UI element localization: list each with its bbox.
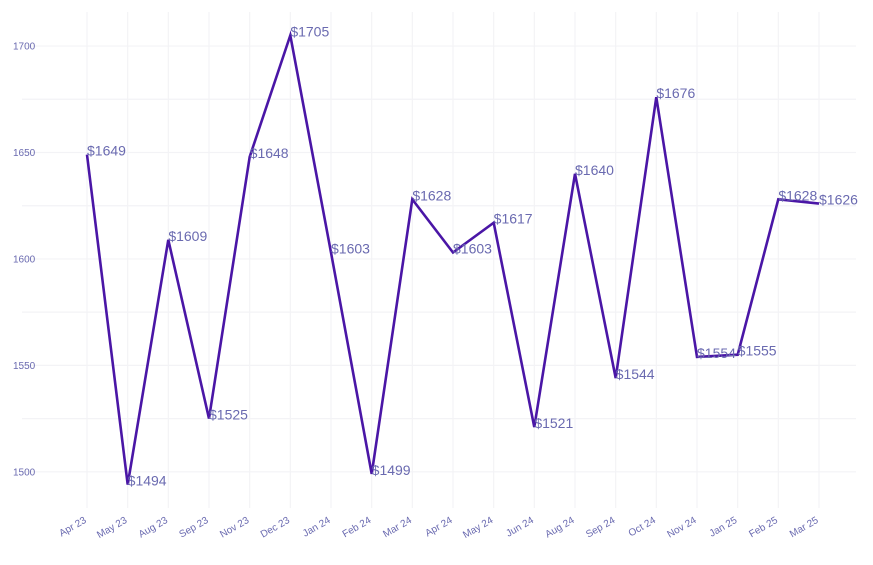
data-label: $1676 [656, 85, 695, 101]
x-tick-label: Aug 24 [544, 515, 577, 541]
x-tick-label: Apr 24 [423, 515, 454, 539]
data-label: $1603 [453, 241, 492, 257]
x-tick-label: Sep 24 [584, 515, 617, 541]
x-tick-label: Nov 23 [218, 515, 251, 541]
data-label: $1648 [250, 145, 289, 161]
data-label: $1705 [290, 23, 329, 39]
data-label: $1554 [697, 345, 736, 361]
x-tick-label: Aug 23 [137, 515, 170, 541]
y-tick-label: 1700 [13, 42, 36, 53]
x-tick-label: Jun 24 [504, 515, 536, 540]
x-tick-label: Dec 23 [259, 515, 292, 541]
series-line [85, 30, 820, 485]
x-tick-label: Nov 24 [666, 515, 699, 541]
grid [22, 12, 856, 508]
data-labels: $1649 $1494 $1609 $1525 $1648 $1705 $1603 $1499… [87, 23, 858, 488]
y-tick-label: 1500 [13, 467, 36, 478]
data-label: $1499 [372, 462, 411, 478]
x-tick-label: Sep 23 [178, 515, 211, 541]
data-label: $1649 [87, 143, 126, 159]
x-tick-label: Apr 23 [57, 515, 88, 539]
data-label: $1521 [534, 415, 573, 431]
y-axis-ticks: 1500 1550 1600 1650 1700 [13, 42, 36, 479]
data-label: $1617 [494, 211, 533, 227]
data-label: $1494 [128, 473, 167, 489]
data-label: $1525 [209, 407, 248, 423]
x-tick-label: Mar 25 [788, 515, 821, 540]
data-label: $1640 [575, 162, 614, 178]
data-label: $1544 [616, 366, 655, 382]
x-tick-label: Mar 24 [381, 515, 414, 540]
data-label: $1628 [412, 187, 451, 203]
data-label: $1603 [331, 241, 370, 257]
data-label: $1555 [738, 343, 777, 359]
y-tick-label: 1600 [13, 254, 36, 265]
x-axis-ticks: Apr 23 May 23 Aug 23 Sep 23 Nov 23 Dec 23 Jan … [57, 515, 820, 541]
x-tick-label: Jan 25 [708, 515, 740, 540]
x-tick-label: Feb 24 [341, 515, 374, 540]
x-tick-label: Oct 24 [627, 515, 658, 539]
x-tick-label: Jan 24 [301, 515, 333, 540]
y-tick-label: 1550 [13, 361, 36, 372]
data-label: $1609 [168, 228, 207, 244]
x-tick-label: May 24 [461, 515, 495, 541]
data-label: $1628 [778, 187, 817, 203]
y-tick-label: 1650 [13, 148, 36, 159]
x-tick-label: Feb 25 [747, 515, 780, 540]
data-label: $1626 [819, 192, 858, 208]
x-tick-label: May 23 [95, 515, 129, 541]
